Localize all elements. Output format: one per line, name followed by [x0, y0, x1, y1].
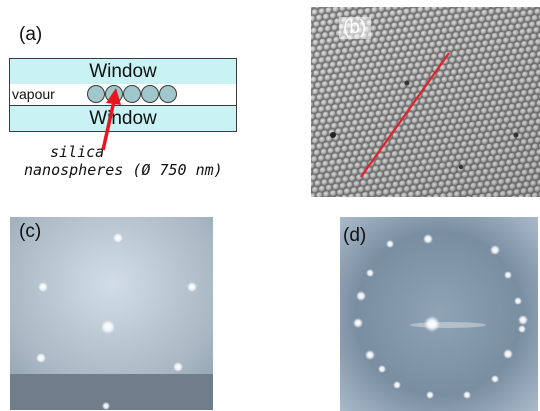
red-arrow	[101, 88, 121, 151]
panel-c-label: (c)	[19, 221, 42, 242]
diffraction-spot	[173, 362, 183, 372]
annotation-line-1: silica	[50, 143, 105, 161]
ring-spot	[518, 325, 526, 333]
window-bottom: Window	[9, 105, 237, 132]
diffraction-spot	[102, 402, 110, 410]
central-spot	[424, 316, 440, 332]
panel-d-label: (d)	[343, 225, 367, 246]
ring-spot	[514, 297, 522, 305]
diffraction-spot	[36, 353, 46, 363]
lattice-defect	[404, 80, 410, 86]
ring-spot	[365, 350, 375, 360]
panel-c-diffraction-image: (c)	[10, 217, 213, 410]
diffraction-pattern-d	[340, 217, 538, 411]
nanosphere	[87, 85, 105, 103]
ring-spot	[426, 391, 434, 399]
ring-spot	[366, 269, 374, 277]
diffraction-pattern-c	[10, 217, 213, 410]
ring-spot	[353, 318, 363, 328]
diffraction-spot	[187, 282, 197, 292]
diffraction-spot	[38, 282, 48, 292]
nanosphere	[159, 85, 177, 103]
ring-spot	[423, 234, 433, 244]
nanosphere	[141, 85, 159, 103]
lattice-defect	[513, 132, 519, 138]
annotation-line-2: nanospheres (Ø 750 nm)	[24, 161, 223, 179]
ring-spot	[490, 245, 500, 255]
ring-spot	[518, 315, 528, 325]
red-measurement-line	[360, 52, 450, 178]
ring-spot	[378, 365, 386, 373]
silica-annotation: silica nanospheres (Ø 750 nm)	[24, 143, 223, 179]
lattice-defect	[330, 132, 336, 138]
sem-micrograph	[311, 7, 540, 197]
ring-spot	[491, 375, 499, 383]
central-streak	[410, 322, 486, 328]
diffraction-spot	[113, 233, 123, 243]
ring-spot	[356, 291, 366, 301]
vapour-label: vapour	[12, 86, 55, 102]
ring-spot	[463, 391, 471, 399]
nanosphere	[123, 85, 141, 103]
panel-a-label: (a)	[19, 24, 43, 45]
ring-spot	[503, 349, 513, 359]
panel-b-label: (b)	[343, 17, 367, 38]
diffraction-spot	[101, 320, 115, 334]
ring-spot	[386, 240, 394, 248]
panel-d-diffraction-image: (d)	[340, 217, 538, 411]
ring-spot	[393, 381, 401, 389]
ring-spot	[504, 271, 512, 279]
panel-b-sem-image: (b)	[311, 7, 540, 197]
lattice-defect	[458, 164, 464, 170]
